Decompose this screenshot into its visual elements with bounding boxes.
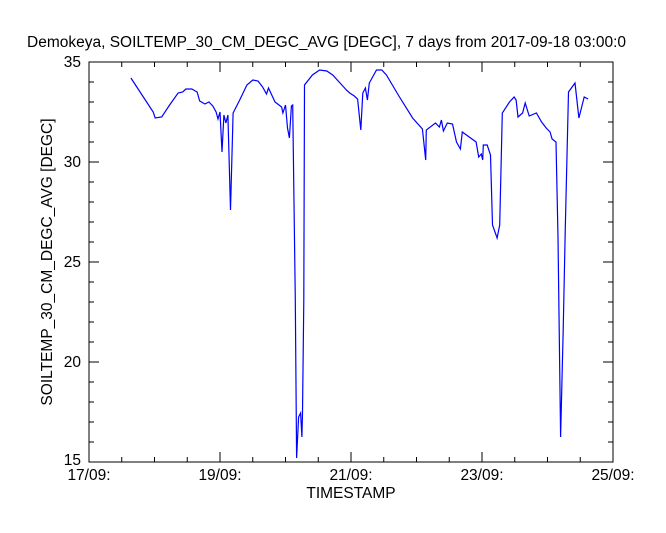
y-tick-labels: 15 20 25 30 35	[64, 54, 82, 469]
x-tick-label: 23/09:	[460, 467, 503, 484]
axis-ticks	[88, 61, 614, 463]
plot-frame	[88, 61, 614, 463]
x-tick-label: 25/09:	[591, 467, 634, 484]
y-tick-label: 20	[64, 354, 82, 371]
y-tick-label: 30	[64, 154, 82, 171]
chart-title: Demokeya, SOILTEMP_30_CM_DEGC_AVG [DEGC]…	[27, 34, 626, 51]
y-tick-label: 25	[64, 254, 81, 271]
series-line	[130, 69, 589, 459]
y-tick-label: 15	[64, 452, 81, 469]
y-axis-label: SOILTEMP_30_CM_DEGC_AVG [DEGC]	[39, 118, 56, 405]
x-axis-label: TIMESTAMP	[306, 485, 395, 502]
x-tick-label: 19/09:	[198, 467, 241, 484]
x-tick-label: 21/09:	[329, 467, 372, 484]
y-tick-label: 35	[64, 54, 81, 71]
x-tick-labels: 17/09: 19/09: 21/09: 23/09: 25/09:	[67, 467, 634, 484]
x-tick-label: 17/09:	[67, 467, 110, 484]
